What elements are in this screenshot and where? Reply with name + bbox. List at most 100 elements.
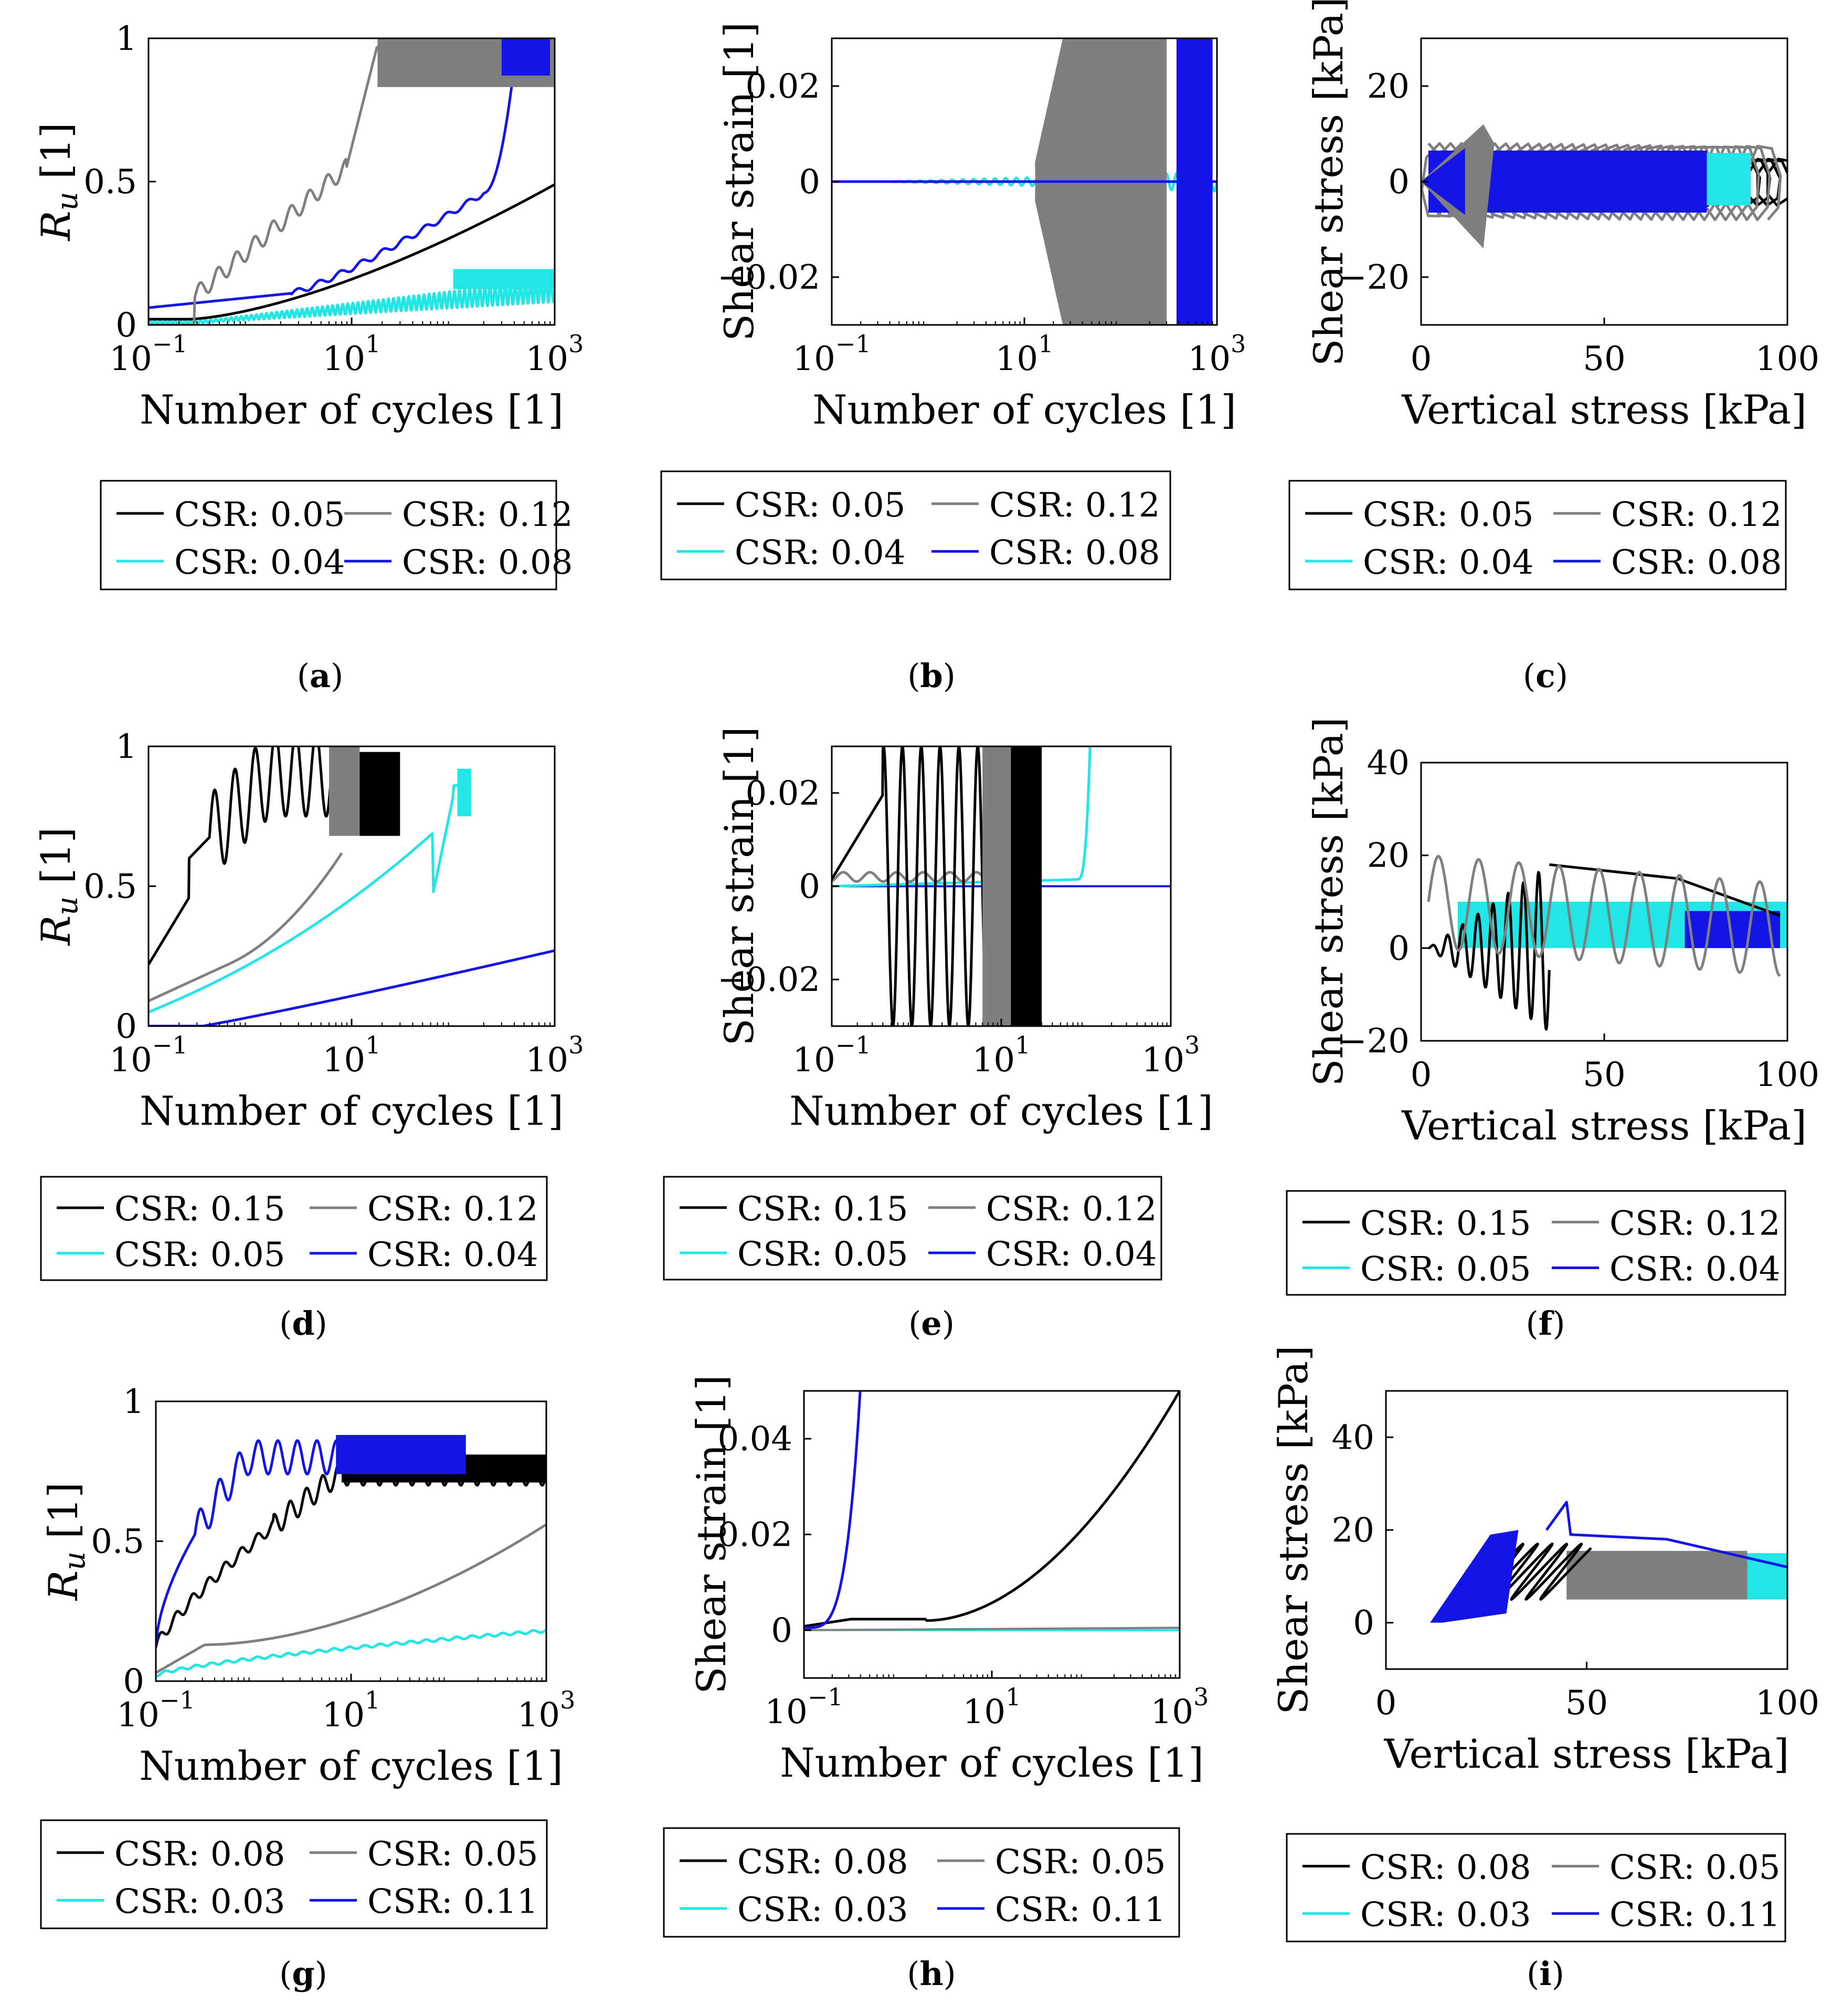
plot-area-a	[149, 38, 555, 325]
plot-area-g	[156, 1434, 546, 1678]
y-tick-label: 20	[1367, 67, 1410, 106]
series-csr-0.11	[1545, 1501, 1787, 1569]
legend-entry: CSR: 0.15	[114, 1190, 285, 1229]
x-tick-label: 10−1	[765, 1683, 843, 1732]
legend-entry: CSR: 0.12	[986, 1190, 1157, 1229]
y-tick-label: −20	[1339, 258, 1410, 297]
series-csr-0.04	[149, 949, 555, 1026]
y-tick-label: 0	[799, 868, 820, 906]
legend-entry: CSR: 0.11	[1609, 1896, 1780, 1935]
y-tick-label: 0	[123, 1662, 144, 1701]
legend-entry: CSR: 0.08	[1360, 1849, 1531, 1887]
y-axis-label: Shear strain [1]	[716, 726, 763, 1046]
series-csr-0.15-band	[1011, 746, 1042, 1026]
x-tick-label: 103	[526, 330, 584, 378]
y-tick-label: 0.02	[718, 1516, 793, 1555]
series-csr-0.12-band	[982, 746, 1014, 1026]
x-tick-label: 101	[322, 1686, 380, 1735]
series-csr-0.04	[149, 278, 555, 325]
axes-frame-i	[1385, 1390, 1788, 1670]
legend-entry: CSR: 0.05	[174, 495, 345, 534]
legend-entry: CSR: 0.08	[114, 1835, 285, 1874]
legend-entry: CSR: 0.04	[986, 1235, 1157, 1274]
y-tick-label: 1	[115, 19, 137, 58]
y-tick-label: 0.04	[718, 1420, 793, 1459]
series-csr-0.08	[149, 57, 555, 309]
legend-entry: CSR: 0.12	[1609, 1204, 1780, 1243]
y-tick-label: 0	[771, 1611, 792, 1650]
series-csr-0.03	[156, 1629, 546, 1678]
series-csr-0.05-band	[457, 768, 471, 817]
legend-entry: CSR: 0.05	[995, 1843, 1166, 1882]
legend-entry: CSR: 0.05	[1363, 495, 1533, 534]
y-tick-label: 0	[115, 1007, 137, 1046]
x-axis-label: Number of cycles [1]	[140, 386, 564, 433]
legend-entry: CSR: 0.11	[995, 1891, 1166, 1929]
x-tick-label: 50	[1583, 1056, 1625, 1094]
legend-box	[1286, 1833, 1786, 1943]
legend-entry: CSR: 0.04	[1609, 1250, 1780, 1289]
panel-caption-a: (a)	[296, 657, 344, 695]
x-tick-label: 103	[526, 1031, 584, 1080]
x-tick-label: 100	[1755, 340, 1819, 378]
series-csr-0.15-band	[359, 752, 400, 836]
panel-caption-g: (g)	[279, 1955, 327, 1993]
panel-caption-c: (c)	[1522, 657, 1569, 695]
legend-entry: CSR: 0.15	[737, 1190, 908, 1229]
legend-entry: CSR: 0.05	[1360, 1250, 1531, 1289]
legend-box	[660, 470, 1171, 580]
x-axis-label: Number of cycles [1]	[139, 1743, 563, 1789]
y-tick-label: 0.02	[746, 774, 821, 813]
plot-area-c	[1421, 124, 1787, 249]
plot-area-i	[1430, 1501, 1787, 1623]
y-tick-label: 20	[1332, 1511, 1374, 1550]
plot-area-h	[804, 1391, 1180, 1631]
legend-entry: CSR: 0.08	[1611, 543, 1782, 582]
plot-area-f	[1427, 855, 1787, 1031]
panel-caption-e: (e)	[908, 1304, 955, 1343]
legend-entry: CSR: 0.15	[1360, 1204, 1531, 1243]
x-tick-label: 101	[323, 330, 381, 378]
x-tick-label: 101	[323, 1031, 381, 1080]
y-tick-label: 0	[799, 163, 820, 202]
legend-entry: CSR: 0.05	[737, 1235, 908, 1274]
y-tick-label: 0.5	[83, 163, 137, 202]
series-csr-0.08-band	[501, 38, 550, 76]
x-axis-label: Number of cycles [1]	[789, 1088, 1213, 1134]
series-csr-0.08	[804, 1391, 1180, 1628]
legend-e: CSR: 0.15 CSR: 0.12 CSR: 0.05 CSR: 0.04	[663, 1176, 1162, 1281]
legend-box	[663, 1176, 1162, 1281]
x-tick-label: 50	[1565, 1684, 1608, 1723]
y-tick-label: 0	[115, 306, 137, 345]
legend-entry: CSR: 0.05	[1609, 1849, 1780, 1887]
x-tick-label: 100	[1755, 1056, 1819, 1094]
y-tick-label: 40	[1367, 744, 1410, 783]
legend-entry: CSR: 0.12	[367, 1190, 538, 1229]
series-csr-0.08-band	[1176, 38, 1213, 325]
panel-caption-i: (i)	[1527, 1955, 1564, 1993]
legend-entry: CSR: 0.12	[1611, 495, 1782, 534]
x-tick-label: 0	[1375, 1684, 1397, 1723]
x-tick-label: 103	[1142, 1031, 1200, 1080]
series-csr-0.12	[149, 852, 343, 1002]
plot-area-b	[832, 38, 1217, 325]
x-tick-label: 10−1	[109, 330, 187, 378]
legend-entry: CSR: 0.11	[367, 1882, 538, 1921]
legend-box	[1288, 480, 1787, 590]
y-tick-label: −0.02	[717, 960, 820, 999]
y-tick-label: −0.02	[717, 258, 820, 297]
series-csr-0.11-band	[336, 1434, 466, 1474]
legend-entry: CSR: 0.12	[989, 486, 1160, 525]
series-csr-0.15	[1427, 871, 1551, 1031]
legend-entry: CSR: 0.04	[174, 543, 345, 582]
x-axis-label: Number of cycles [1]	[812, 386, 1236, 433]
y-tick-label: 0.5	[83, 868, 137, 906]
y-tick-label: 1	[115, 727, 137, 766]
y-tick-label: 1	[123, 1382, 144, 1421]
y-tick-label: 0.5	[91, 1523, 144, 1561]
